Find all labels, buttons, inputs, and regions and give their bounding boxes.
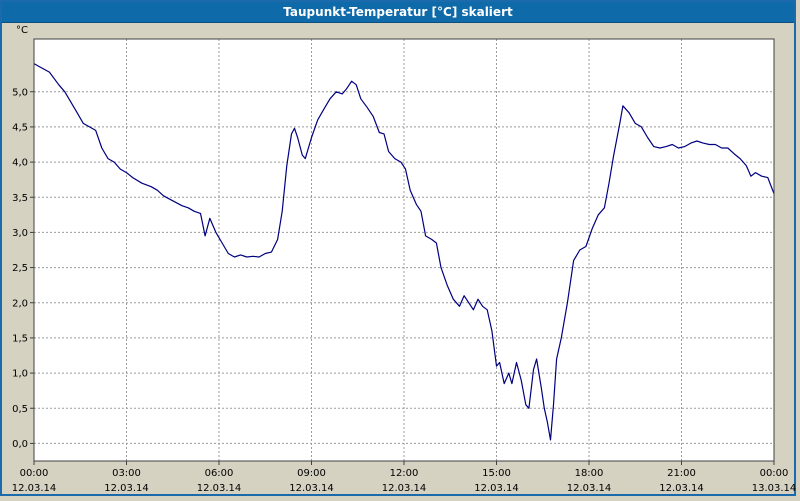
x-tick-time-label: 06:00 — [205, 468, 234, 479]
x-tick-date-label: 12.03.14 — [382, 483, 427, 494]
y-tick-label: 0,5 — [12, 404, 28, 415]
chart-title-bar: Taupunkt-Temperatur [°C] skaliert — [2, 2, 794, 23]
y-tick-label: 3,5 — [12, 193, 28, 204]
y-tick-label: 2,5 — [12, 263, 28, 274]
x-tick-time-label: 18:00 — [575, 468, 604, 479]
x-tick-date-label: 12.03.14 — [289, 483, 334, 494]
chart-canvas: °C 5,0 4,5 4,0 3,5 3,0 2,5 2,0 1,5 1,0 0,5 0,0 00:00… — [12, 25, 797, 494]
x-tick-time-label: 21:00 — [667, 468, 696, 479]
y-tick-label: 3,0 — [12, 228, 28, 239]
y-tick-label: 5,0 — [12, 87, 28, 98]
y-tick-label: 1,0 — [12, 369, 28, 380]
x-tick-date-label: 12.03.14 — [197, 483, 242, 494]
y-tick-label: 0,0 — [12, 439, 28, 450]
y-tick-label: 1,5 — [12, 333, 28, 344]
plot-background — [34, 39, 774, 461]
x-tick-time-label: 12:00 — [390, 468, 419, 479]
y-axis-unit-label: °C — [16, 25, 28, 36]
y-tick-label: 4,0 — [12, 158, 28, 169]
x-tick-time-label: 09:00 — [297, 468, 326, 479]
x-tick-date-label: 12.03.14 — [567, 483, 612, 494]
x-tick-date-label: 12.03.14 — [659, 483, 704, 494]
x-tick-date-label: 12.03.14 — [12, 483, 57, 494]
x-tick-time-label: 15:00 — [482, 468, 511, 479]
x-tick-date-label: 12.03.14 — [474, 483, 519, 494]
x-tick-date-label: 13.03.14 — [752, 483, 797, 494]
chart-area: °C 5,0 4,5 4,0 3,5 3,0 2,5 2,0 1,5 1,0 0,5 0,0 00:00… — [2, 23, 797, 501]
x-tick-time-label: 03:00 — [112, 468, 141, 479]
x-tick-time-label: 00:00 — [20, 468, 49, 479]
data-line — [33, 63, 775, 441]
y-tick-label: 4,5 — [12, 122, 28, 133]
chart-title: Taupunkt-Temperatur [°C] skaliert — [283, 5, 513, 19]
x-tick-time-label: 00:00 — [760, 468, 789, 479]
x-tick-date-label: 12.03.14 — [104, 483, 149, 494]
y-tick-label: 2,0 — [12, 298, 28, 309]
